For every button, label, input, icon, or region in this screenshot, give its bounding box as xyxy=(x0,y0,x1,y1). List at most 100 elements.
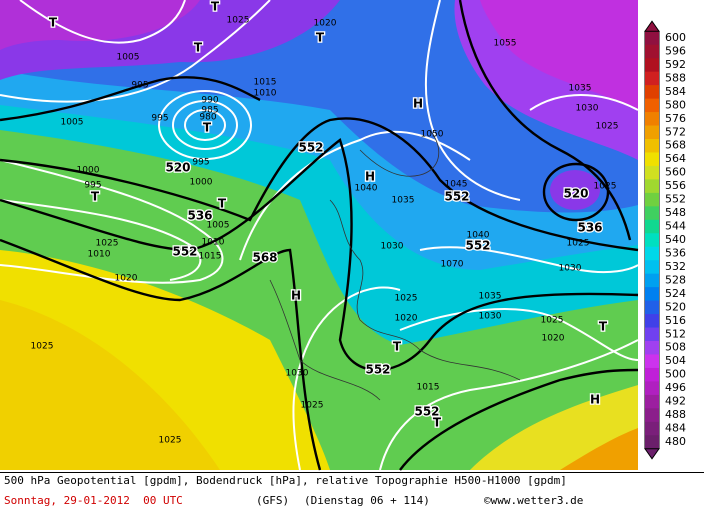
colorbar-swatch xyxy=(645,165,659,180)
colorbar-label: 568 xyxy=(665,139,686,152)
map-label: 1025 xyxy=(541,316,564,326)
map-label: H xyxy=(365,170,375,184)
colorbar-swatch xyxy=(645,300,659,315)
colorbar-label: 492 xyxy=(665,395,686,408)
colorbar-label: 504 xyxy=(665,354,686,367)
caption-model: (GFS) xyxy=(256,494,290,507)
isobars xyxy=(0,0,639,471)
colorbar-swatch xyxy=(645,421,659,436)
colorbar-label: 508 xyxy=(665,341,686,354)
map-label: H xyxy=(413,97,423,111)
region-yellow xyxy=(0,300,220,470)
caption-forecast: (Dienstag 06 + 114) xyxy=(304,494,430,507)
colorbar-label: 560 xyxy=(665,166,686,179)
colorbar-swatch xyxy=(645,98,659,113)
colorbar-swatch xyxy=(645,206,659,221)
map-label: 1005 xyxy=(117,53,140,63)
map-label: 1030 xyxy=(559,264,582,274)
coastlines xyxy=(269,129,521,401)
map-label: 1050 xyxy=(421,130,444,140)
map-label: 1045 xyxy=(445,180,468,190)
map-label: 1035 xyxy=(569,84,592,94)
map-label: 1010 xyxy=(202,238,225,248)
map-label: 1010 xyxy=(88,250,111,260)
map-label: T xyxy=(211,0,220,14)
colorbar-swatch xyxy=(645,85,659,100)
caption-box xyxy=(0,472,704,513)
region-orange xyxy=(560,428,638,470)
colorbar-label: 536 xyxy=(665,246,686,259)
map-label: 536 xyxy=(187,209,212,223)
colorbar-label: 496 xyxy=(665,381,686,394)
colorbar-label: 552 xyxy=(665,193,686,206)
map-label: 1025 xyxy=(159,436,182,446)
map-label: 552 xyxy=(444,190,469,204)
colorbar-swatch xyxy=(645,314,659,329)
colorbar-label: 524 xyxy=(665,287,686,300)
map-label: 1005 xyxy=(207,221,230,231)
map-label: T xyxy=(49,16,58,30)
colorbar-label: 580 xyxy=(665,98,686,111)
map-label: 1020 xyxy=(314,19,337,29)
caption-credit: ©www.wetter3.de xyxy=(484,494,584,507)
colorbar-label: 500 xyxy=(665,368,686,381)
colorbar-swatch xyxy=(645,233,659,248)
colorbar-swatch xyxy=(645,125,659,140)
colorbar-swatch xyxy=(645,408,659,423)
colorbar-swatch xyxy=(645,354,659,369)
map-label: 1035 xyxy=(479,292,502,302)
region-purple xyxy=(0,0,200,50)
geopotential-contours xyxy=(0,0,639,471)
colorbar-swatch xyxy=(645,341,659,355)
map-label: 1025 xyxy=(395,294,418,304)
map-label: 1025 xyxy=(594,182,617,192)
map-label: 1040 xyxy=(355,184,378,194)
colorbar-label: 564 xyxy=(665,152,686,165)
map-label: 1030 xyxy=(576,104,599,114)
map-label: 995 xyxy=(151,114,168,124)
colorbar-label: 520 xyxy=(665,300,686,313)
map-label: 1035 xyxy=(392,196,415,206)
colorbar-label: 600 xyxy=(665,31,686,44)
map-label: 1030 xyxy=(479,312,502,322)
map-label: 1020 xyxy=(542,334,565,344)
colorbar-swatch xyxy=(645,260,659,275)
colorbar-swatch xyxy=(645,381,659,396)
colorbar-label: 572 xyxy=(665,125,686,138)
map-label: 1020 xyxy=(115,274,138,284)
map-label: 1010 xyxy=(254,89,277,99)
colorbar-swatch xyxy=(645,44,659,59)
colorbar-arrow xyxy=(644,20,660,32)
map-label: 1015 xyxy=(199,252,222,262)
colorbar-label: 588 xyxy=(665,71,686,84)
map-label: T xyxy=(194,41,203,55)
map-label: 1015 xyxy=(254,78,277,88)
map-label: T xyxy=(203,121,212,135)
map-label: 552 xyxy=(365,363,390,377)
map-label: 995 xyxy=(84,181,101,191)
map-label: 1005 xyxy=(61,118,84,128)
map-label: 985 xyxy=(201,106,218,116)
colorbar-swatch xyxy=(645,435,659,450)
map-label: 1070 xyxy=(441,260,464,270)
colorbar-swatch xyxy=(645,246,659,261)
map-label: 552 xyxy=(414,405,439,419)
colorbar-label: 532 xyxy=(665,260,686,273)
colorbar-swatch xyxy=(645,287,659,302)
colorbar-label: 584 xyxy=(665,85,686,98)
map-label: 1040 xyxy=(467,231,490,241)
map-label: 1015 xyxy=(417,383,440,393)
map-label: T xyxy=(316,31,325,45)
colorbar-swatch xyxy=(645,179,659,194)
region-purple xyxy=(550,170,600,210)
map-label: T xyxy=(393,340,402,354)
map-label: 1025 xyxy=(567,239,590,249)
map-label: 1025 xyxy=(227,16,250,26)
colorbar-label: 544 xyxy=(665,220,686,233)
map-label: 1020 xyxy=(395,314,418,324)
map-label: 568 xyxy=(252,251,277,265)
map-label: 1030 xyxy=(381,242,404,252)
map-label: 995 xyxy=(192,158,209,168)
